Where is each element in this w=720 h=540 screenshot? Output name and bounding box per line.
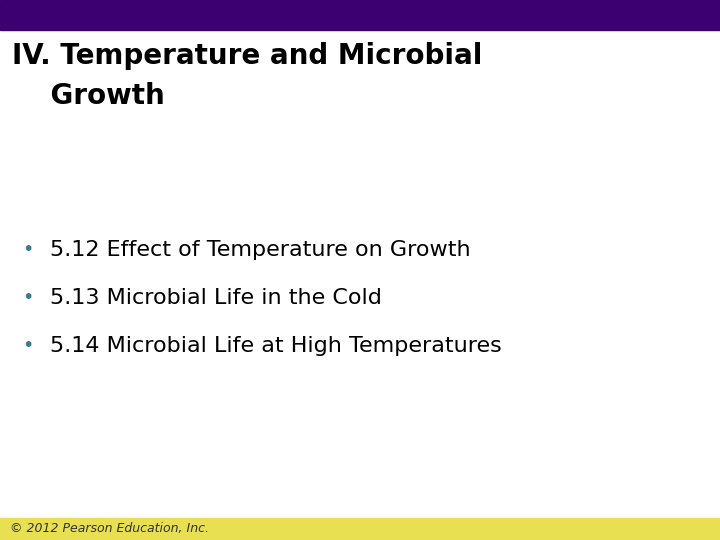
Text: © 2012 Pearson Education, Inc.: © 2012 Pearson Education, Inc. [10,522,209,535]
Text: 5.13 Microbial Life in the Cold: 5.13 Microbial Life in the Cold [50,288,382,308]
Text: Growth: Growth [12,82,165,110]
Bar [0,518,720,540]
Text: IV. Temperature and Microbial: IV. Temperature and Microbial [12,42,482,70]
Text: 5.14 Microbial Life at High Temperatures: 5.14 Microbial Life at High Temperatures [50,336,502,356]
Text: •: • [22,240,33,259]
Bar [0,0,720,30]
Text: •: • [22,288,33,307]
Text: •: • [22,336,33,355]
Text: 5.12 Effect of Temperature on Growth: 5.12 Effect of Temperature on Growth [50,240,471,260]
